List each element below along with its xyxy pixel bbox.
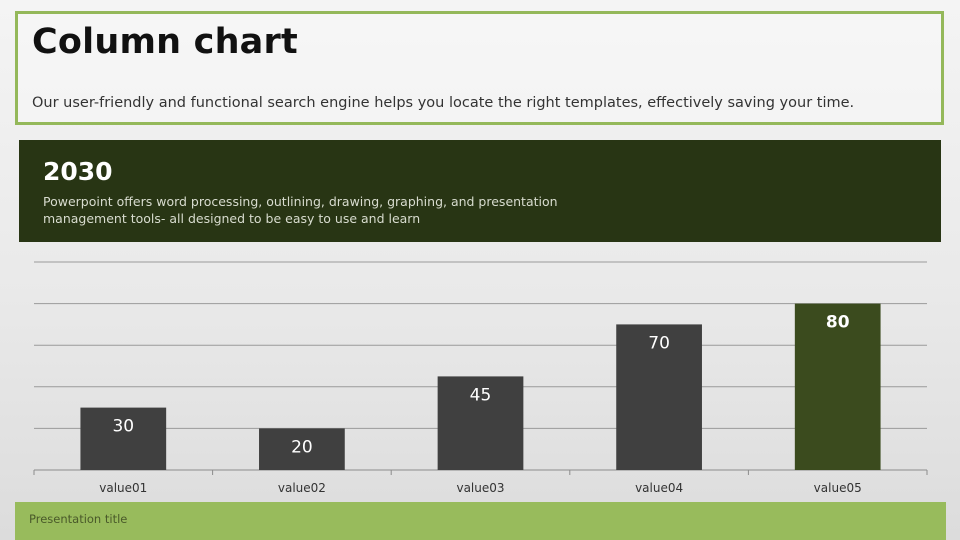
highlight-band: 2030 Powerpoint offers word processing, … [19,140,941,242]
bar-value01 [80,407,167,470]
x-tick-label: value01 [99,481,147,495]
data-label: 45 [470,385,492,405]
x-tick-label: value02 [278,481,326,495]
x-tick-label: value03 [456,481,504,495]
footer-bar: Presentation title [15,502,946,540]
data-label: 20 [291,437,313,457]
data-label: 30 [112,417,134,437]
bar-value05 [794,303,881,470]
title-box: Column chart Our user-friendly and funct… [15,11,944,125]
bar-value03 [437,376,524,470]
bar-value04 [616,324,702,470]
bar-value02 [259,428,345,470]
band-description: Powerpoint offers word processing, outli… [43,194,558,226]
footer-presentation-title: Presentation title [29,512,128,526]
slide-subtitle: Our user-friendly and functional search … [32,95,855,111]
data-label: 70 [648,333,670,353]
x-tick-label: value04 [635,481,683,495]
x-tick-label: value05 [814,481,862,495]
band-year: 2030 [43,157,113,186]
data-label: 80 [826,313,850,333]
column-chart: 30 value01 20 value02 45 value03 70 value04 80 va… [33,261,928,495]
slide-title: Column chart [32,22,298,62]
